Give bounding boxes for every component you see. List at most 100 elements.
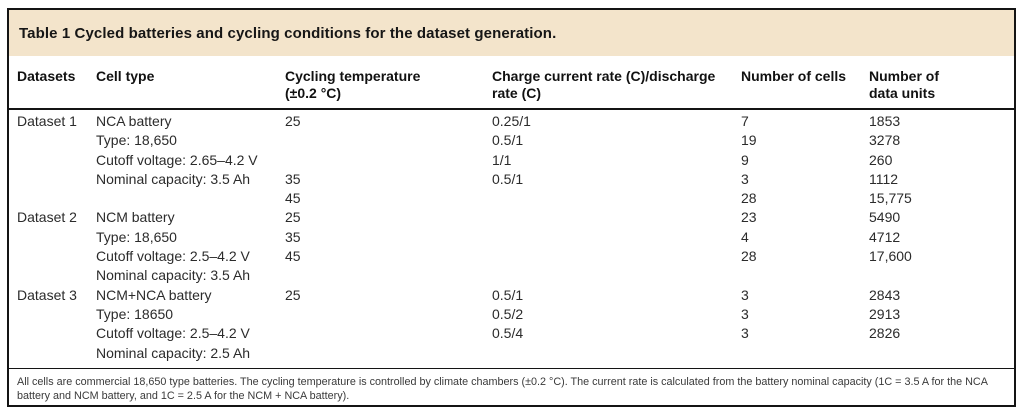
table-cell-data-units: 4712 <box>869 228 901 245</box>
table-cell-temperature <box>285 131 492 150</box>
table-row: Dataset 2 NCM battery 25 23 5490 <box>9 208 1014 227</box>
table-title-bar: Table 1 Cycled batteries and cycling con… <box>9 10 1014 56</box>
table-cell-data-units: 5490 <box>869 209 901 226</box>
table-cell-temperature: 45 <box>285 248 301 265</box>
table-cell-charge-rate <box>492 266 741 285</box>
table-cell-temperature <box>285 266 492 285</box>
table-cell-data-units: 260 <box>869 151 893 168</box>
table-cell-data-units: 15,775 <box>869 190 912 207</box>
table-cell-data-units: 1112 <box>869 170 899 187</box>
table-row: Type: 18,650 35 4 4712 <box>9 228 1014 247</box>
table-cell-dataset <box>17 228 96 247</box>
table-cell-data-units: 2826 <box>869 325 901 342</box>
table-row: Cutoff voltage: 2.5–4.2 V 0.5/4 3 2826 <box>9 324 1014 343</box>
table-cell-dataset <box>17 189 96 208</box>
column-header-cycling-temperature: Cycling temperature (±0.2 °C) <box>285 68 421 101</box>
column-header-number-of-cells: Number of cells <box>741 68 847 84</box>
column-header-cell-type: Cell type <box>96 68 155 84</box>
table-cell-temperature: 35 <box>285 228 301 245</box>
table-cell-dataset <box>17 344 96 363</box>
table-cell-temperature: 25 <box>285 113 301 129</box>
table-cell-dataset: Dataset 3 <box>17 286 77 303</box>
table-row: Type: 18650 0.5/2 3 2913 <box>9 305 1014 324</box>
column-header-charge-rate: Charge current rate (C)/discharge rate (… <box>492 68 716 101</box>
column-headers: Datasets Cell type Cycling temperature (… <box>9 56 1014 110</box>
paper-table: Table 1 Cycled batteries and cycling con… <box>7 8 1016 407</box>
table-cell-temperature: 35 <box>285 170 301 187</box>
table-cell-dataset: Dataset 1 <box>17 113 77 129</box>
table-cell-cell-type: NCA battery <box>96 113 172 129</box>
table-cell-number-of-cells: 3 <box>741 325 749 342</box>
table-cell-data-units <box>869 266 1006 285</box>
footnote-divider <box>9 367 1014 369</box>
table-cell-dataset <box>17 151 96 170</box>
table-row: Cutoff voltage: 2.5–4.2 V 45 28 17,600 <box>9 247 1014 266</box>
table-cell-dataset <box>17 131 96 150</box>
table-cell-data-units: 3278 <box>869 132 901 149</box>
column-header-datasets: Datasets <box>17 68 76 84</box>
table-cell-dataset <box>17 247 96 266</box>
table-cell-temperature: 25 <box>285 209 301 226</box>
table-cell-temperature <box>285 151 492 170</box>
table-row: Cutoff voltage: 2.65–4.2 V 1/1 9 260 <box>9 151 1014 170</box>
table-cell-number-of-cells: 23 <box>741 209 757 226</box>
table-cell-cell-type: Nominal capacity: 3.5 Ah <box>96 267 251 284</box>
table-cell-number-of-cells: 3 <box>741 305 749 322</box>
table-cell-temperature <box>285 324 492 343</box>
table-row: Nominal capacity: 3.5 Ah <box>9 266 1014 285</box>
table-cell-cell-type: Type: 18,650 <box>96 228 177 245</box>
table-row: Dataset 3 NCM+NCA battery 25 0.5/1 3 284… <box>9 286 1014 305</box>
table-cell-charge-rate <box>492 344 741 363</box>
table-row: 45 28 15,775 <box>9 189 1014 208</box>
table-cell-dataset <box>17 305 96 324</box>
table-cell-dataset: Dataset 2 <box>17 209 77 226</box>
table-cell-data-units: 2913 <box>869 305 901 322</box>
table-row: Nominal capacity: 3.5 Ah 35 0.5/1 3 1112 <box>9 170 1014 189</box>
column-header-number-of-data-units: Number of data units <box>869 68 939 101</box>
table-cell-cell-type: Cutoff voltage: 2.5–4.2 V <box>96 248 250 265</box>
table-cell-charge-rate <box>492 228 741 247</box>
table-cell-charge-rate <box>492 208 741 227</box>
table-cell-temperature: 45 <box>285 190 301 207</box>
table-cell-number-of-cells: 9 <box>741 151 749 168</box>
table-cell-cell-type: NCM battery <box>96 209 175 226</box>
table-cell-number-of-cells <box>741 266 869 285</box>
table-cell-number-of-cells: 28 <box>741 190 757 207</box>
table-cell-charge-rate: 1/1 <box>492 151 512 168</box>
table-row: Dataset 1 NCA battery 25 0.25/1 7 1853 <box>9 112 1014 131</box>
table-cell-cell-type <box>96 189 285 208</box>
table-cell-number-of-cells: 7 <box>741 113 749 129</box>
table-cell-number-of-cells <box>741 344 869 363</box>
table-cell-dataset <box>17 266 96 285</box>
table-cell-charge-rate <box>492 189 741 208</box>
table-cell-dataset <box>17 170 96 189</box>
table-cell-number-of-cells: 3 <box>741 286 749 303</box>
table-cell-data-units: 1853 <box>869 113 901 129</box>
table-body: Dataset 1 NCA battery 25 0.25/1 7 1853 T… <box>9 110 1014 363</box>
table-cell-temperature: 25 <box>285 286 301 303</box>
table-cell-charge-rate: 0.5/1 <box>492 286 524 303</box>
table-cell-dataset <box>17 324 96 343</box>
table-cell-cell-type: Type: 18650 <box>96 305 174 322</box>
table-cell-number-of-cells: 28 <box>741 248 757 265</box>
table-cell-charge-rate: 0.25/1 <box>492 113 531 129</box>
table-cell-cell-type: Cutoff voltage: 2.5–4.2 V <box>96 325 250 342</box>
table-cell-cell-type: Nominal capacity: 3.5 Ah <box>96 170 251 187</box>
table-cell-cell-type: Cutoff voltage: 2.65–4.2 V <box>96 151 258 168</box>
table-cell-number-of-cells: 19 <box>741 132 757 149</box>
table-cell-number-of-cells: 3 <box>741 170 749 187</box>
table-cell-data-units: 2843 <box>869 286 901 303</box>
table-cell-temperature <box>285 344 492 363</box>
table-cell-charge-rate: 0.5/1 <box>492 170 524 187</box>
table-cell-charge-rate: 0.5/2 <box>492 305 524 322</box>
table-cell-number-of-cells: 4 <box>741 228 749 245</box>
table-title: Table 1 Cycled batteries and cycling con… <box>19 24 557 42</box>
table-footnote: All cells are commercial 18,650 type bat… <box>17 375 988 403</box>
table-row: Nominal capacity: 2.5 Ah <box>9 344 1014 363</box>
table-cell-cell-type: Nominal capacity: 2.5 Ah <box>96 344 251 361</box>
table-cell-data-units <box>869 344 1006 363</box>
table-cell-data-units: 17,600 <box>869 248 912 265</box>
table-cell-charge-rate: 0.5/4 <box>492 325 524 342</box>
table-cell-cell-type: Type: 18,650 <box>96 132 177 149</box>
